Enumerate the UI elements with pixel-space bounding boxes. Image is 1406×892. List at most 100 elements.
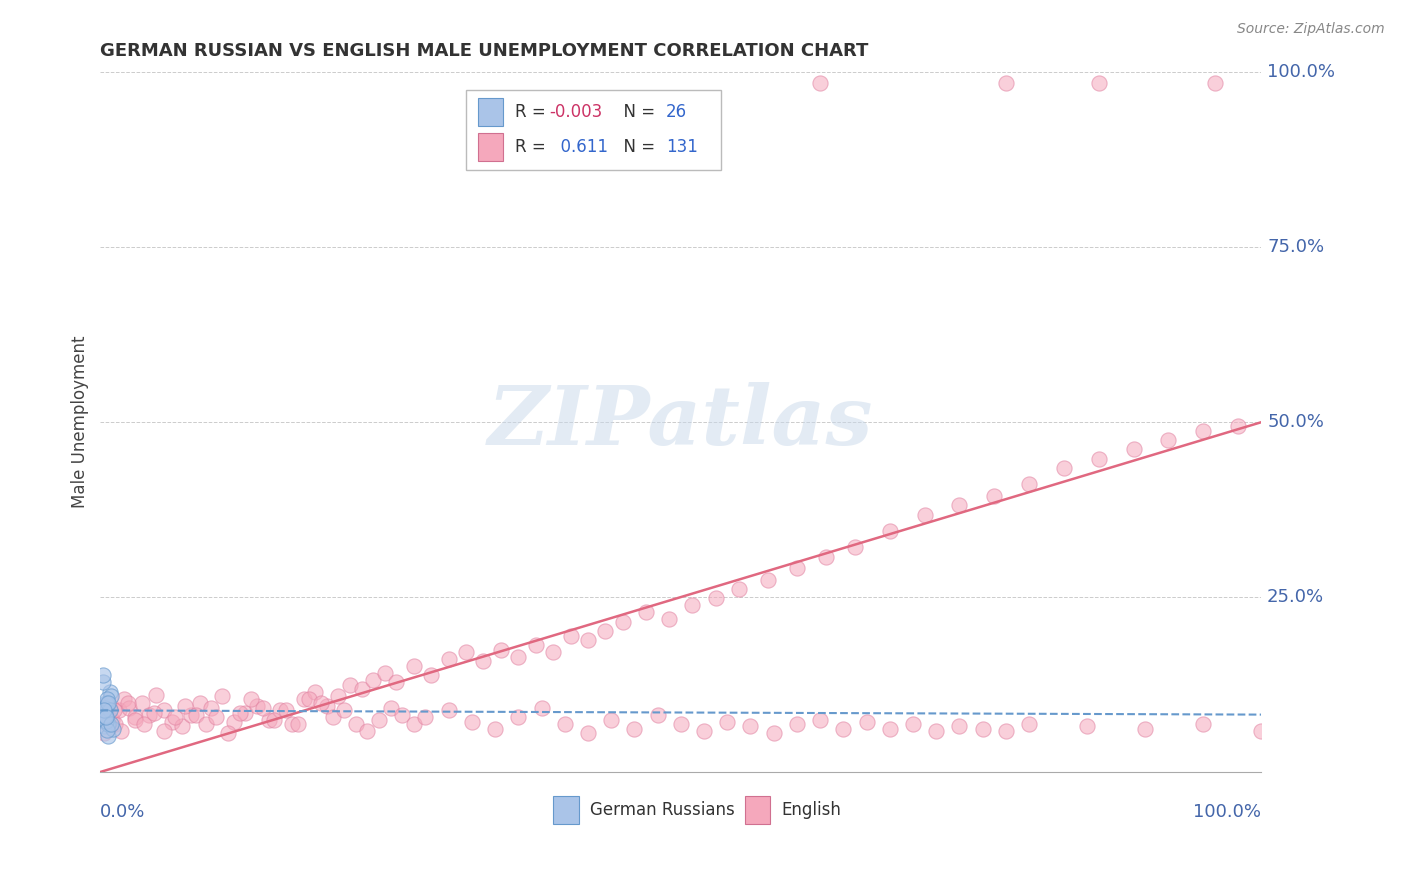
Point [145,688,167,702]
Point [287,717,309,731]
Point [391,707,413,722]
Point [97,717,120,731]
Point [101,713,124,727]
Point [304,684,326,698]
Point [1122,442,1144,456]
Point [96,713,118,727]
Point [740,719,762,733]
Point [96,710,118,724]
Point [808,713,831,727]
Point [576,726,599,740]
Point [1227,418,1250,433]
Point [180,707,202,722]
Point [100,717,122,731]
Point [1192,424,1215,438]
Point [454,645,477,659]
Point [402,717,425,731]
Text: 25.0%: 25.0% [1267,588,1324,606]
Point [623,722,645,736]
FancyBboxPatch shape [745,797,770,824]
Point [374,665,396,680]
Point [94,709,117,723]
Point [162,714,184,729]
Text: GERMAN RUSSIAN VS ENGLISH MALE UNEMPLOYMENT CORRELATION CHART: GERMAN RUSSIAN VS ENGLISH MALE UNEMPLOYM… [100,42,869,60]
Point [634,606,657,620]
Text: R =: R = [515,138,551,156]
Text: 75.0%: 75.0% [1267,238,1324,256]
Point [153,703,176,717]
Point [94,706,117,720]
Point [461,714,484,729]
Point [1157,433,1180,447]
Point [96,714,118,728]
Point [560,629,582,643]
Point [124,710,146,724]
Point [879,722,901,736]
Point [98,684,121,698]
Point [595,624,617,638]
Point [188,697,211,711]
Point [138,707,160,722]
Point [117,697,139,711]
Point [1135,722,1157,736]
Point [385,675,408,690]
Point [420,668,443,682]
Point [240,691,263,706]
Point [322,710,344,724]
Point [93,703,115,717]
Point [252,700,274,714]
Point [269,703,291,717]
Point [118,700,141,714]
Text: R =: R = [515,103,551,121]
Point [211,690,233,704]
Point [350,682,373,697]
Point [693,724,716,739]
Point [728,582,751,596]
Point [786,560,808,574]
Text: ZIPatlas: ZIPatlas [488,382,873,462]
Point [948,498,970,512]
Point [786,717,808,731]
Point [1018,717,1040,731]
Point [541,645,564,659]
Point [142,706,165,720]
Point [96,698,118,713]
Point [200,700,222,714]
Point [93,707,115,722]
Point [110,724,132,739]
Point [328,690,350,704]
Point [100,690,122,704]
Point [309,697,332,711]
Point [195,717,218,731]
Point [94,703,117,717]
Text: 131: 131 [665,138,697,156]
FancyBboxPatch shape [465,90,721,170]
Point [681,599,703,613]
Point [222,714,245,729]
Point [1250,724,1272,739]
Point [380,700,402,714]
Point [832,722,855,736]
Text: 100.0%: 100.0% [1194,804,1261,822]
Point [756,573,779,587]
Point [104,717,127,731]
Point [925,724,948,739]
Point [153,724,176,739]
Point [98,700,121,714]
Point [96,714,118,729]
Point [716,714,738,729]
Point [344,717,367,731]
Point [437,703,460,717]
Point [855,714,877,729]
Point [97,697,120,711]
Point [948,719,970,733]
Point [263,713,285,727]
Point [994,724,1017,739]
Point [93,710,115,724]
Point [163,710,186,724]
Point [415,710,437,724]
Point [91,668,114,682]
Point [281,717,304,731]
Point [704,591,727,606]
Point [879,524,901,538]
